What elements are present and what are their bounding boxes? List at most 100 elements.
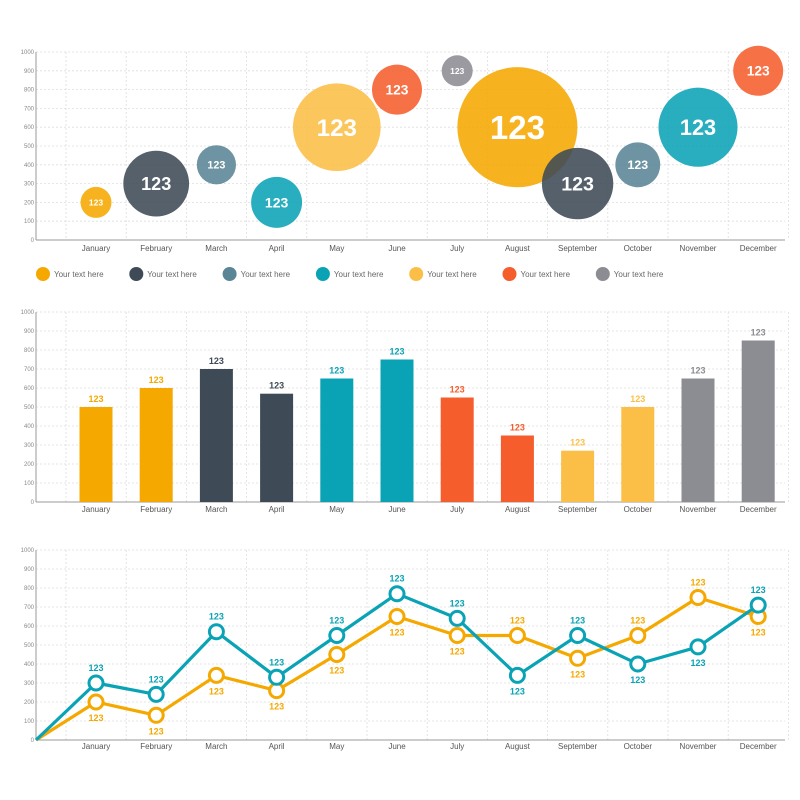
legend-marker xyxy=(222,267,237,281)
point-value-label: 123 xyxy=(149,726,164,736)
bubble-label: 123 xyxy=(207,160,225,172)
bubble-label: 123 xyxy=(680,115,716,140)
y-tick-label: 200 xyxy=(24,200,35,206)
y-tick-label: 500 xyxy=(24,643,35,649)
legend-marker xyxy=(129,267,144,281)
point-value-label: 123 xyxy=(209,612,224,622)
series-point xyxy=(508,627,526,644)
y-tick-label: 500 xyxy=(24,405,35,411)
y-tick-label: 700 xyxy=(24,605,35,611)
point-value-label: 123 xyxy=(570,669,585,679)
y-tick-label: 400 xyxy=(24,662,35,668)
bubble xyxy=(457,67,578,188)
bubble-label: 123 xyxy=(561,174,594,196)
series-point xyxy=(268,668,286,686)
bar xyxy=(681,378,715,502)
legend-marker xyxy=(502,267,517,281)
series-point xyxy=(87,693,105,711)
point-value-label: 123 xyxy=(88,713,103,723)
point-value-label: 123 xyxy=(269,702,284,712)
y-tick-label: 0 xyxy=(31,500,35,506)
x-tick-label: July xyxy=(450,505,464,514)
y-tick-label: 900 xyxy=(24,69,35,75)
x-tick-label: August xyxy=(505,244,531,253)
x-tick-label: November xyxy=(680,505,717,514)
x-tick-label: March xyxy=(205,244,227,253)
point-value-label: 123 xyxy=(149,674,164,684)
legend-label: Your text here xyxy=(614,270,664,279)
bubble xyxy=(251,176,303,228)
x-tick-label: September xyxy=(558,742,597,751)
bar-value-label: 123 xyxy=(88,394,103,404)
bar xyxy=(440,397,474,502)
bar-value-label: 123 xyxy=(751,328,766,338)
bubble-label: 123 xyxy=(627,158,648,172)
series-point xyxy=(629,655,647,673)
legend-marker xyxy=(36,267,50,281)
series-point xyxy=(448,627,466,644)
legend-label: Your text here xyxy=(54,270,104,279)
x-tick-label: December xyxy=(740,505,777,514)
y-tick-label: 400 xyxy=(24,424,35,430)
x-tick-label: January xyxy=(82,244,110,253)
y-tick-label: 800 xyxy=(24,586,35,592)
x-tick-label: March xyxy=(205,742,227,751)
series-point xyxy=(448,609,466,627)
x-tick-label: March xyxy=(205,505,227,514)
bar xyxy=(260,393,294,502)
bar-value-label: 123 xyxy=(450,385,465,395)
y-tick-label: 1000 xyxy=(21,310,35,316)
x-tick-label: June xyxy=(388,244,406,253)
bubble-label: 123 xyxy=(141,174,171,194)
y-tick-label: 200 xyxy=(24,700,35,706)
bubble-chart: 0 100 200 300 400 500 600 700 800 900 1000 January F… xyxy=(21,45,789,281)
bubble xyxy=(733,45,784,96)
series-point xyxy=(569,627,587,644)
bar xyxy=(139,388,173,502)
legend-label: Your text here xyxy=(427,270,477,279)
bar-value-label: 123 xyxy=(269,381,284,391)
y-tick-label: 1000 xyxy=(21,548,35,554)
x-tick-label: April xyxy=(269,742,285,751)
x-tick-label: July xyxy=(450,244,464,253)
point-value-label: 123 xyxy=(389,574,404,584)
x-tick-label: July xyxy=(450,742,464,751)
y-tick-label: 0 xyxy=(31,238,35,244)
bubble-label: 123 xyxy=(747,64,770,79)
y-tick-label: 900 xyxy=(24,567,35,573)
bar xyxy=(621,407,655,502)
legend-label: Your text here xyxy=(334,270,384,279)
x-tick-label: April xyxy=(269,244,285,253)
x-tick-label: February xyxy=(140,244,172,253)
series-point xyxy=(147,706,165,724)
y-tick-label: 600 xyxy=(24,125,35,131)
x-tick-label: February xyxy=(140,742,172,751)
bar xyxy=(320,378,354,502)
bar xyxy=(741,340,775,502)
line-chart: 0 100 200 300 400 500 600 700 800 900 1000 January F… xyxy=(21,548,789,751)
y-tick-label: 400 xyxy=(24,163,35,169)
bubble-label: 123 xyxy=(265,194,289,210)
bar-value-label: 123 xyxy=(389,347,404,357)
y-tick-label: 0 xyxy=(31,738,35,744)
x-tick-label: September xyxy=(558,244,597,253)
series-point xyxy=(388,608,406,625)
point-value-label: 123 xyxy=(751,585,766,595)
x-tick-label: December xyxy=(740,244,777,253)
y-tick-label: 800 xyxy=(24,348,35,354)
bar xyxy=(380,359,414,502)
bar-value-label: 123 xyxy=(690,366,705,376)
point-value-label: 123 xyxy=(510,686,525,696)
y-tick-label: 500 xyxy=(24,144,35,150)
point-value-label: 123 xyxy=(690,658,705,668)
point-value-label: 123 xyxy=(269,657,284,667)
point-value-label: 123 xyxy=(329,616,344,626)
x-tick-label: August xyxy=(505,505,531,514)
bar-value-label: 123 xyxy=(510,423,525,433)
series-point xyxy=(147,685,165,703)
point-value-label: 123 xyxy=(630,675,645,685)
bar-value-label: 123 xyxy=(570,438,585,448)
bubble xyxy=(658,87,738,167)
point-value-label: 123 xyxy=(389,628,404,638)
series-point xyxy=(749,596,767,614)
